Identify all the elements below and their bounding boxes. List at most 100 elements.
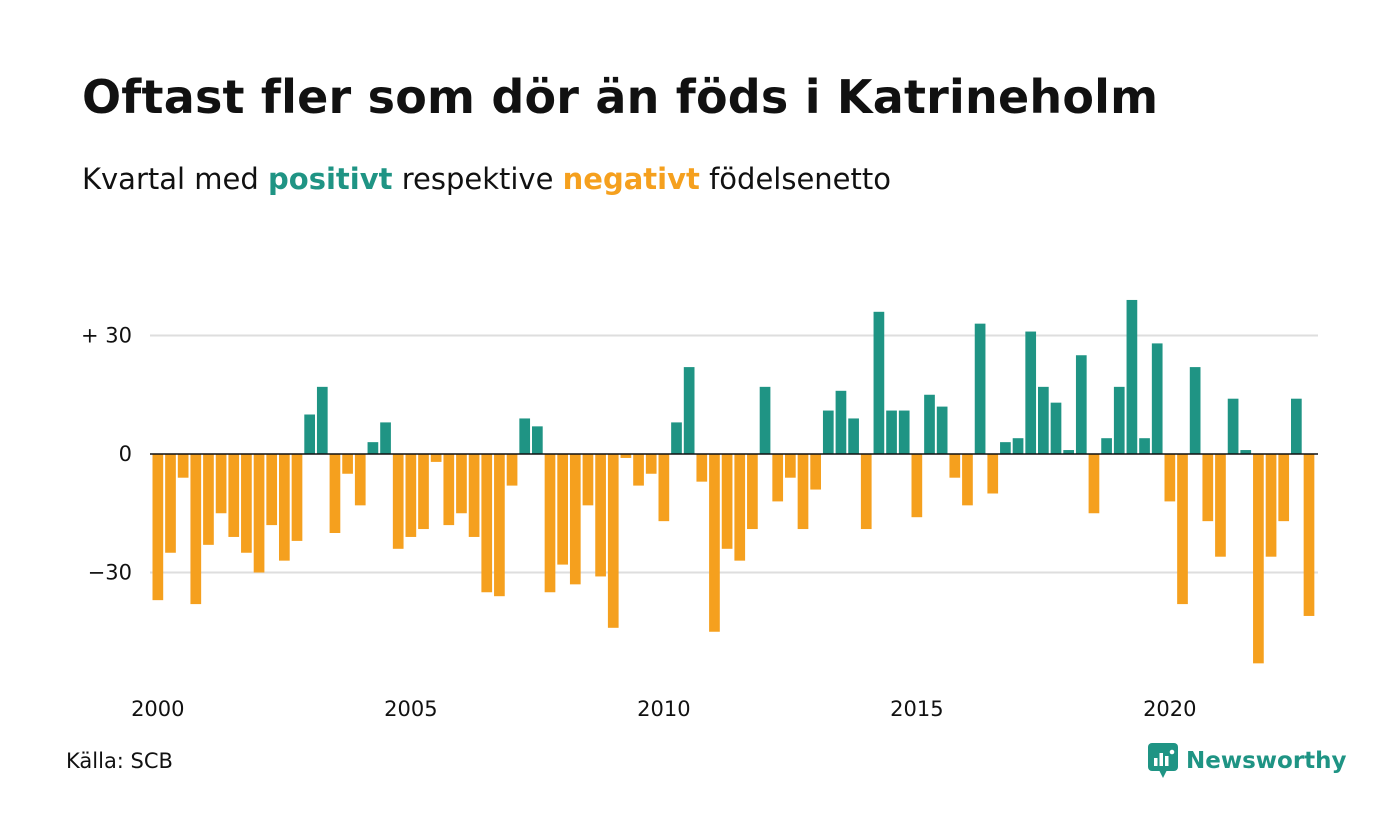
bar-2007-q4: [544, 454, 556, 593]
chart-subtitle: Kvartal med positivt respektive negativt…: [82, 162, 891, 196]
bar-2009-q1: [607, 454, 619, 628]
bar-2015-q3: [936, 406, 948, 454]
subtitle-after: födelsenetto: [709, 162, 891, 196]
bar-2020-q3: [1189, 367, 1201, 454]
bar-2022-q3: [1291, 398, 1302, 454]
y-tick-label: −30: [88, 561, 132, 585]
x-tick-label: 2010: [637, 697, 690, 721]
bar-2003-q3: [329, 454, 341, 533]
bar-2015-q1: [911, 454, 923, 518]
bar-2021-q1: [1215, 454, 1226, 557]
subtitle-middle: respektive: [401, 162, 554, 196]
bar-2006-q1: [456, 454, 467, 514]
bar-2009-q4: [645, 454, 657, 474]
bar-2010-q2: [671, 422, 682, 454]
y-tick-label: + 30: [81, 324, 132, 348]
bar-2018-q1: [1063, 450, 1074, 454]
y-tick-label: 0: [119, 442, 132, 466]
bar-2000-q2: [165, 454, 176, 553]
bar-2022-q4: [1303, 454, 1315, 616]
bar-2022-q1: [1265, 454, 1277, 557]
bar-2007-q3: [532, 426, 543, 454]
bar-2014-q3: [886, 410, 897, 454]
bar-2017-q1: [1012, 438, 1024, 454]
brand-name: Newsworthy: [1186, 748, 1347, 774]
bar-2000-q3: [177, 454, 189, 478]
bar-2005-q1: [405, 454, 417, 537]
bar-2015-q4: [949, 454, 961, 478]
bar-2012-q1: [759, 386, 771, 454]
bar-2006-q3: [481, 454, 493, 593]
bar-2001-q1: [203, 454, 214, 545]
bar-2001-q4: [241, 454, 252, 553]
x-tick-label: 2015: [890, 697, 943, 721]
bar-2017-q3: [1038, 386, 1049, 454]
bar-2002-q4: [291, 454, 303, 541]
bar-2011-q2: [721, 454, 733, 549]
bar-2006-q2: [468, 454, 480, 537]
bar-2015-q2: [924, 394, 935, 454]
bar-2016-q3: [987, 454, 999, 494]
bar-2000-q1: [152, 454, 164, 601]
bar-2003-q2: [316, 386, 328, 454]
subtitle-negative-label: negativt: [562, 162, 700, 196]
bar-2019-q3: [1139, 438, 1150, 454]
bar-2004-q2: [367, 442, 379, 454]
bar-2011-q3: [734, 454, 746, 561]
brand-logo[interactable]: Newsworthy: [1148, 743, 1347, 779]
bar-2000-q4: [190, 454, 202, 605]
bar-2016-q1: [962, 454, 973, 506]
subtitle-positive-label: positivt: [268, 162, 393, 196]
bar-2003-q4: [342, 454, 353, 474]
x-axis-ticks: 2000 2005 2010 2015 2020: [131, 697, 1196, 721]
bar-2014-q2: [873, 311, 885, 454]
bar-2022-q2: [1278, 454, 1290, 522]
bar-2019-q2: [1126, 299, 1138, 454]
bar-2004-q1: [354, 454, 366, 506]
bar-2019-q4: [1151, 343, 1163, 454]
bar-2016-q2: [974, 323, 986, 454]
bar-2012-q4: [797, 454, 809, 530]
bar-2005-q3: [430, 454, 442, 462]
bar-2009-q2: [620, 454, 632, 458]
bar-2002-q3: [279, 454, 290, 561]
bar-2007-q2: [519, 418, 531, 454]
chart-gridlines: [150, 334, 1318, 574]
bar-2008-q3: [582, 454, 594, 506]
bar-2011-q1: [709, 454, 720, 632]
chart-title: Oftast fler som dör än föds i Katrinehol…: [82, 70, 1159, 124]
bar-2001-q3: [228, 454, 240, 537]
bar-2004-q3: [380, 422, 391, 454]
bar-2020-q2: [1177, 454, 1188, 605]
bar-2008-q1: [557, 454, 568, 565]
bar-2001-q2: [215, 454, 227, 514]
bar-2007-q1: [506, 454, 518, 486]
bar-2018-q2: [1075, 355, 1087, 454]
y-axis-ticks: + 30 0 −30: [81, 324, 132, 585]
bar-2021-q2: [1227, 398, 1239, 454]
x-tick-label: 2000: [131, 697, 184, 721]
x-tick-label: 2020: [1143, 697, 1196, 721]
bar-2017-q4: [1050, 402, 1062, 454]
bar-2013-q3: [835, 390, 847, 454]
source-note: Källa: SCB: [66, 749, 173, 773]
bar-2014-q4: [898, 410, 910, 454]
bar-2021-q3: [1240, 450, 1252, 454]
newsworthy-logo-icon: [1148, 743, 1178, 778]
bar-2019-q1: [1113, 386, 1125, 454]
bar-2008-q2: [569, 454, 581, 585]
bar-2020-q4: [1202, 454, 1214, 522]
bar-2012-q3: [785, 454, 796, 478]
bar-2013-q4: [848, 418, 859, 454]
x-tick-label: 2005: [384, 697, 437, 721]
bar-2002-q2: [266, 454, 278, 526]
bar-2009-q3: [633, 454, 644, 486]
bar-2004-q4: [392, 454, 404, 549]
bar-2008-q4: [595, 454, 606, 577]
bar-2005-q2: [418, 454, 429, 530]
bar-2010-q1: [658, 454, 670, 522]
bar-2012-q2: [772, 454, 784, 502]
bar-2017-q2: [1025, 331, 1037, 454]
bar-2005-q4: [443, 454, 455, 526]
